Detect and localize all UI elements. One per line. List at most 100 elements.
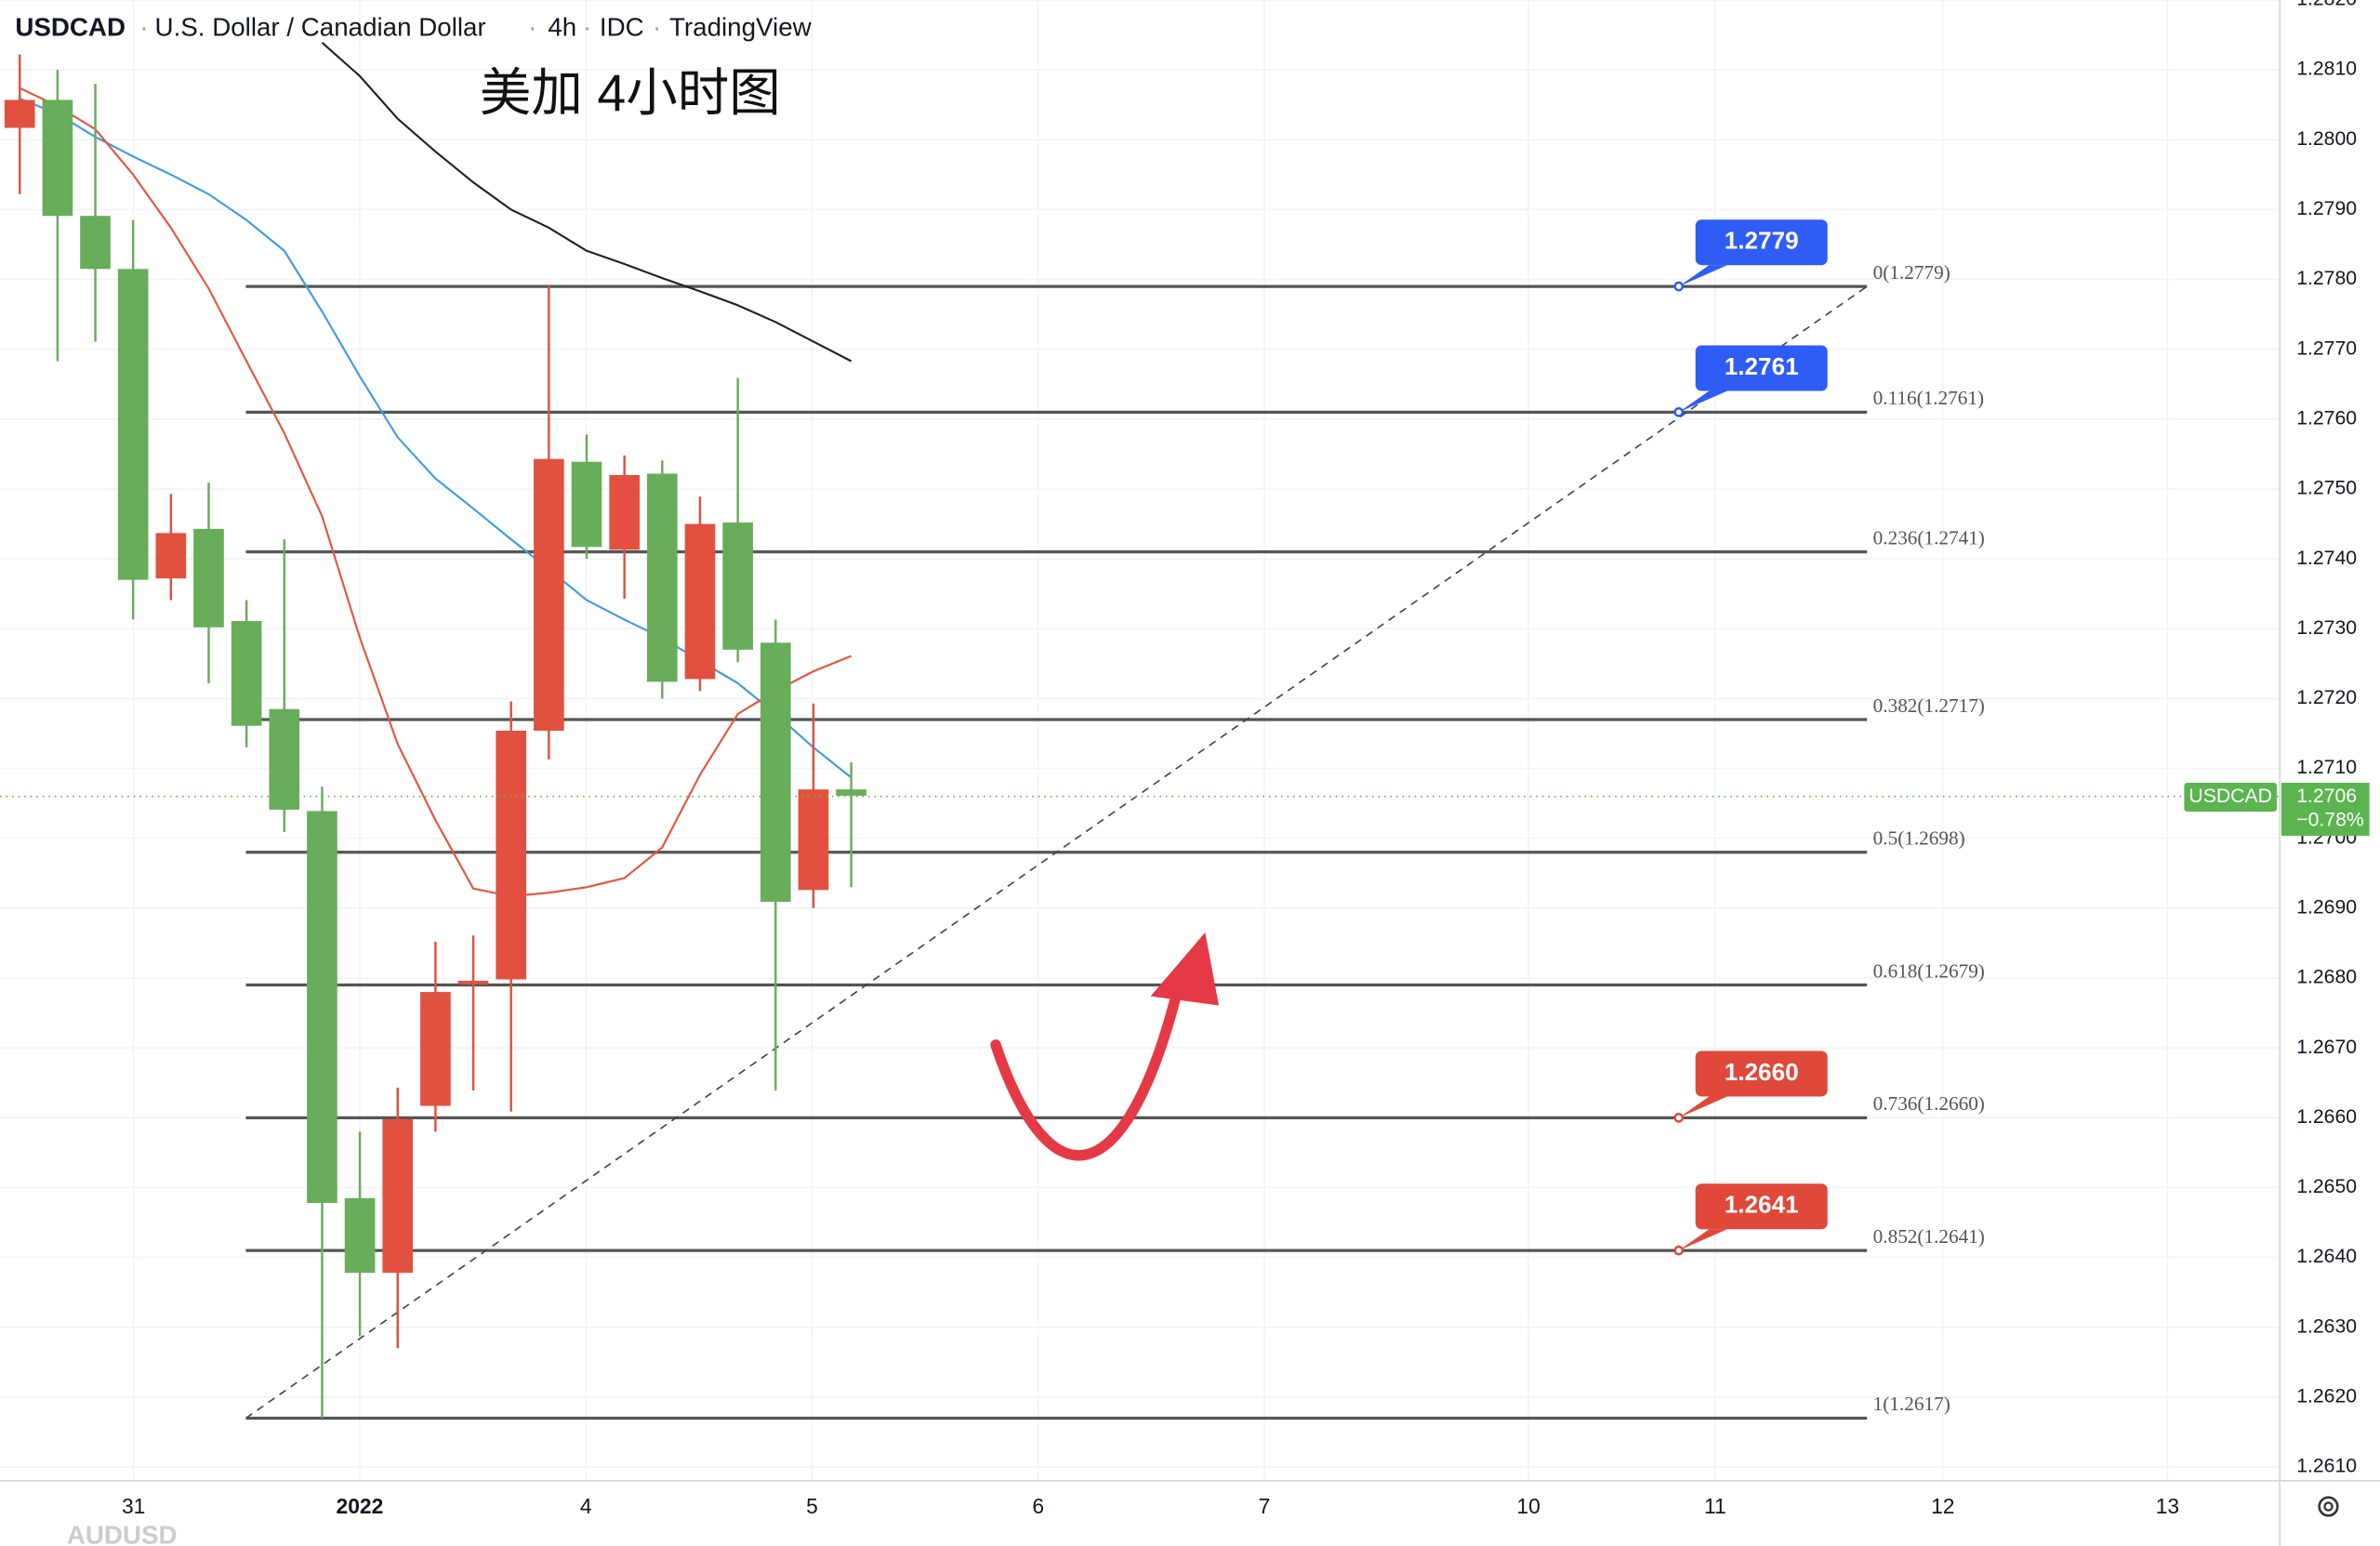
candle-body	[42, 99, 73, 217]
candle-body	[798, 789, 829, 891]
x-tick-label: 13	[2156, 1494, 2179, 1518]
y-tick-label: 1.2650	[2296, 1176, 2357, 1197]
callout-anchor	[1673, 407, 1685, 417]
y-tick-label: 1.2820	[2296, 0, 2357, 10]
callout-box	[1695, 345, 1828, 391]
candle-body	[836, 789, 866, 796]
curved-arrow	[990, 989, 1183, 1161]
candle-body	[80, 216, 111, 270]
fib-label: 0.382(1.2717)	[1873, 694, 1985, 717]
symbol: USDCAD	[15, 12, 126, 41]
price-callout: 1.2641	[1673, 1183, 1828, 1256]
callout-label: 1.2660	[1725, 1058, 1799, 1086]
callout-anchor	[1673, 1245, 1685, 1256]
candle-body	[193, 528, 224, 628]
moving-average	[321, 42, 853, 363]
candle-body	[344, 1197, 376, 1274]
candle-body	[722, 522, 753, 650]
candle-body	[457, 981, 489, 984]
candle-body	[382, 1118, 414, 1274]
y-tick-label: 1.2740	[2296, 548, 2357, 569]
candle-body	[496, 731, 527, 980]
symbol-badge	[2184, 782, 2277, 812]
y-tick-label: 1.2610	[2296, 1456, 2357, 1477]
last-price-label: 1.2706	[2296, 786, 2357, 807]
callout-anchor	[1673, 1113, 1685, 1123]
fib-label: 0.852(1.2641)	[1873, 1225, 1985, 1248]
fib-label: 0.736(1.2660)	[1873, 1092, 1985, 1115]
price-callout: 1.2779	[1673, 219, 1828, 292]
fib-label: 1(1.2617)	[1873, 1393, 1950, 1415]
y-tick-label: 1.2790	[2296, 198, 2357, 219]
y-tick-label: 1.2750	[2296, 478, 2357, 499]
callout-label: 1.2779	[1725, 227, 1799, 255]
symbol-badge-label: USDCAD	[2188, 786, 2272, 807]
callout-box	[1695, 1183, 1828, 1230]
callout-box	[1695, 1050, 1828, 1097]
y-tick-label: 1.2810	[2296, 59, 2357, 80]
x-tick-label: 5	[806, 1494, 818, 1518]
fib-label: 0.5(1.2698)	[1873, 827, 1965, 850]
annotation: 美加 4小时图	[480, 64, 781, 122]
fib-label: 0.236(1.2741)	[1873, 526, 1985, 548]
settings-icon[interactable]	[2318, 1496, 2339, 1517]
candle-body	[571, 461, 602, 548]
separator: ·	[528, 12, 536, 41]
y-tick-label: 1.2760	[2296, 407, 2357, 429]
candle-body	[307, 811, 337, 1204]
candle-body	[420, 992, 451, 1106]
candle-body	[155, 533, 187, 579]
description: U.S. Dollar / Canadian Dollar	[155, 12, 486, 41]
trendline	[245, 285, 1868, 1420]
y-tick-label: 1.2660	[2296, 1106, 2357, 1128]
fib-label: 0.116(1.2761)	[1873, 387, 1984, 409]
y-tick-label: 1.2680	[2296, 967, 2357, 988]
candle-body	[760, 642, 791, 903]
x-tick-label: 11	[1704, 1494, 1726, 1518]
x-tick-label: 4	[580, 1494, 592, 1518]
last-price-badge	[2281, 782, 2370, 837]
x-tick-label: 2022	[337, 1494, 384, 1518]
x-tick-label: 10	[1516, 1494, 1540, 1518]
x-tick-label: 7	[1259, 1494, 1271, 1518]
x-tick-label: 12	[1931, 1494, 1954, 1518]
fib-label: 0(1.2779)	[1873, 261, 1950, 284]
separator: ·	[139, 12, 148, 41]
y-tick-label: 1.2690	[2296, 896, 2357, 918]
callout-pointer	[1678, 265, 1727, 287]
moving-average	[19, 86, 852, 898]
arrow-head	[1150, 932, 1220, 1006]
candle-body	[269, 708, 300, 810]
candle-body	[609, 474, 640, 550]
candle-body	[534, 458, 564, 732]
last-change-label: −0.78%	[2296, 809, 2364, 830]
y-tick-label: 1.2730	[2296, 617, 2357, 639]
candle-body	[684, 523, 716, 680]
separator: ·	[653, 12, 661, 41]
source: TradingView	[669, 12, 813, 41]
y-tick-label: 1.2640	[2296, 1246, 2357, 1267]
y-tick-label: 1.2710	[2296, 757, 2357, 778]
interval: 4h	[548, 12, 576, 41]
x-tick-label: 31	[122, 1494, 145, 1518]
y-tick-label: 1.2770	[2296, 337, 2357, 359]
y-tick-label: 1.2620	[2296, 1386, 2357, 1407]
footer-symbol: AUDUSD	[67, 1521, 178, 1546]
y-tick-label: 1.2720	[2296, 687, 2357, 708]
callout-label: 1.2761	[1725, 352, 1799, 380]
candle-body	[231, 621, 262, 726]
x-tick-label: 6	[1032, 1494, 1044, 1518]
price-callout: 1.2761	[1673, 345, 1828, 417]
header: USDCAD · U.S. Dollar / Canadian Dollar ·…	[15, 12, 812, 41]
y-tick-label: 1.2670	[2296, 1037, 2357, 1058]
candle-body	[117, 269, 149, 580]
fib-label: 0.618(1.2679)	[1873, 959, 1985, 982]
exchange: IDC	[600, 12, 644, 41]
callout-label: 1.2641	[1725, 1191, 1799, 1219]
separator: ·	[583, 12, 591, 41]
y-tick-label: 1.2630	[2296, 1315, 2357, 1337]
y-tick-label: 1.2800	[2296, 128, 2357, 150]
candle-body	[4, 99, 35, 128]
